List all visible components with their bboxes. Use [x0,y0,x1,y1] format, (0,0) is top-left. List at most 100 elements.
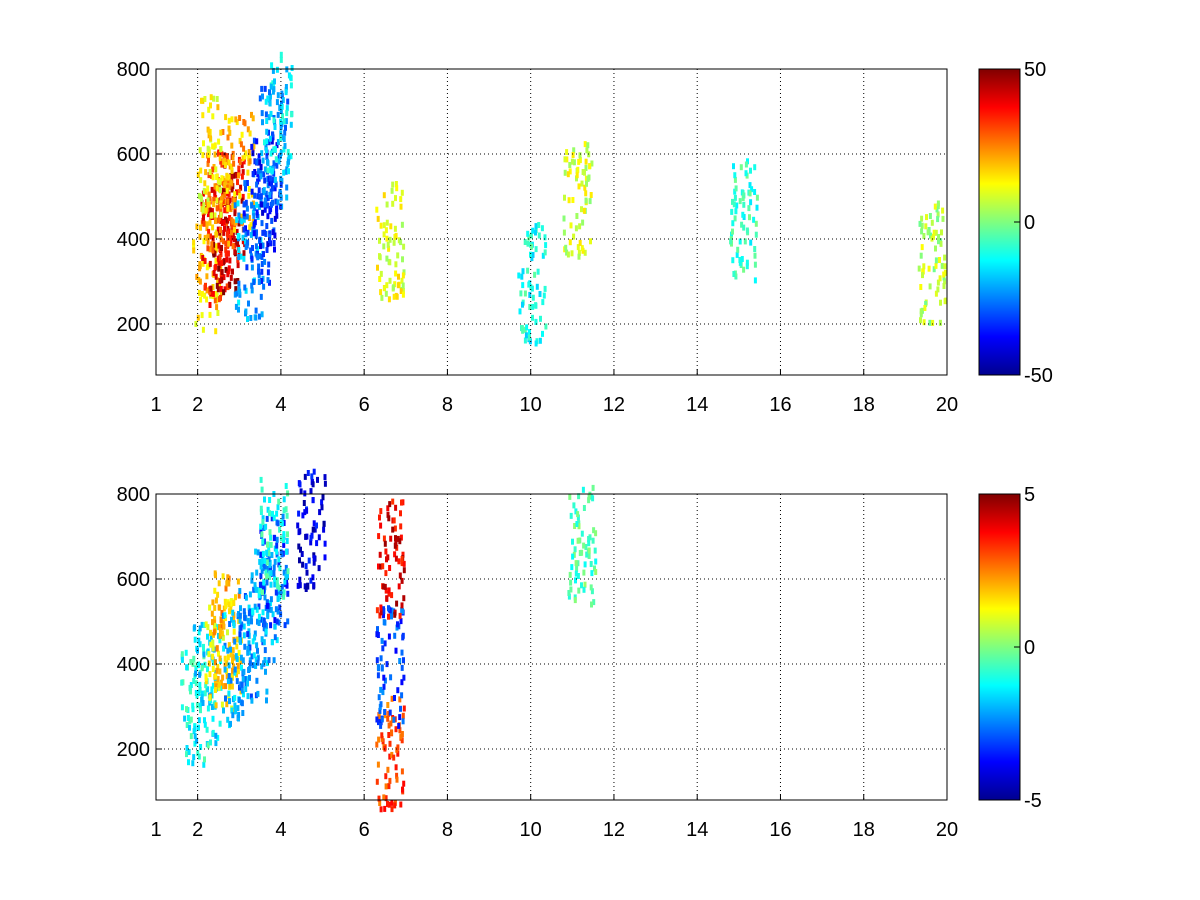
heatmap-cell [263,229,267,236]
heatmap-cell [215,231,219,238]
heatmap-cell [269,570,273,577]
heatmap-cell [394,261,398,268]
heatmap-cell [281,113,284,120]
heatmap-cell [265,579,269,586]
heatmap-cell [400,737,404,744]
heatmap-cell [748,182,752,189]
heatmap-cell [253,582,257,589]
heatmap-cell [222,274,226,281]
heatmap-cell [255,209,259,216]
heatmap-cell-cluster [375,695,406,813]
heatmap-cell [200,312,204,319]
heatmap-cell [205,726,209,733]
heatmap-cell [262,639,266,646]
heatmap-cell [287,158,290,165]
heatmap-cell [222,707,225,714]
heatmap-cell [534,223,538,230]
heatmap-cell [218,155,222,162]
heatmap-cell [282,507,286,514]
heatmap-cell [378,551,382,558]
heatmap-cell [222,219,226,226]
heatmap-cell [312,468,316,475]
heatmap-cell [400,221,404,228]
heatmap-cell [269,110,273,117]
heatmap-cell [275,207,279,214]
heatmap-cell [280,583,284,590]
heatmap-cell [593,547,597,554]
heatmap-cell [233,226,236,233]
x-tick-label: 2 [192,394,203,416]
colorbar-tick-label: 50 [1024,59,1046,81]
heatmap-cell [217,259,221,266]
heatmap-cell [395,772,399,779]
heatmap-cell [194,665,198,672]
heatmap-cell [236,668,240,675]
heatmap-cell [216,310,220,316]
heatmap-cell [214,218,217,224]
heatmap-cell [581,219,585,226]
heatmap-cell [576,514,580,521]
heatmap-cell [260,311,264,318]
heatmap-cell [259,164,263,170]
heatmap-cell [584,175,588,182]
heatmap-cell [200,690,204,697]
heatmap-cell [379,722,383,729]
heatmap-cell [209,94,213,101]
x-tick-label: 14 [686,819,708,841]
x-tick-label: 12 [603,819,625,841]
heatmap-cell [218,668,222,675]
heatmap-cell [246,631,250,638]
heatmap-cell [236,705,240,712]
heatmap-cell [221,259,225,266]
heatmap-cell [919,284,923,290]
heatmap-cell [239,654,243,661]
heatmap-cell [254,243,258,250]
heatmap-cell [273,246,276,253]
heatmap-cell [742,192,746,199]
heatmap-cell [382,243,386,250]
heatmap-cell [227,191,231,198]
heatmap-cell [576,166,580,173]
heatmap-cell [934,290,938,297]
heatmap-cell [396,252,400,259]
heatmap-cell [265,559,269,566]
heatmap-cell [208,169,212,175]
heatmap-cell [229,274,233,281]
heatmap-cell [242,668,246,675]
heatmap-cell [387,515,391,522]
heatmap-cell [379,270,383,277]
heatmap-cell [282,589,286,596]
heatmap-cell [279,588,283,595]
heatmap-cell [231,667,234,674]
heatmap-cell [250,697,254,704]
heatmap-cell [578,537,582,544]
heatmap-cell [255,606,259,613]
heatmap-cell [189,688,192,695]
heatmap-cell [252,137,256,144]
heatmap-cell [380,732,384,739]
heatmap-cell [229,606,233,613]
x-tick-label: 8 [442,819,453,841]
heatmap-cell [217,624,221,631]
heatmap-cell [753,164,757,171]
heatmap-cell [572,502,576,509]
heatmap-cell [206,633,209,640]
heatmap-cell [732,163,735,170]
heatmap-cell [241,169,245,176]
heatmap-cell [242,145,246,152]
heatmap-cell [574,508,578,515]
heatmap-cell [289,153,293,160]
heatmap-cell [383,640,387,647]
heatmap-cell [584,197,588,204]
heatmap-cell [275,548,279,555]
heatmap-cell [241,193,245,200]
heatmap-cell [276,111,280,118]
heatmap-cell [228,234,232,241]
heatmap-cell [254,548,258,555]
heatmap-cell [270,180,273,187]
heatmap-cell [282,541,286,548]
heatmap-cell [566,171,570,178]
heatmap-cell [304,586,308,592]
heatmap-cell [271,176,275,183]
heatmap-cell [180,656,184,663]
